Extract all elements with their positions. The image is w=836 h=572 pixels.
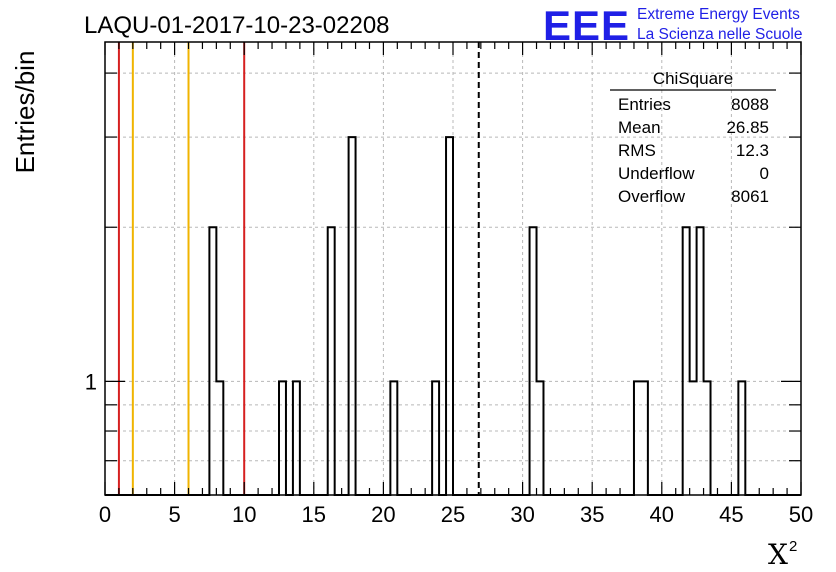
x-tick-label: 25 bbox=[441, 502, 465, 527]
histogram-bin bbox=[697, 227, 704, 495]
histogram-bin bbox=[216, 381, 223, 495]
reference-lines bbox=[117, 42, 480, 495]
x-axis-label-superscript: 2 bbox=[789, 538, 797, 555]
x-tick-labels: 0 5 10 15 20 25 30 35 40 45 50 bbox=[99, 502, 813, 527]
stats-row-value: 8061 bbox=[731, 187, 769, 206]
histogram-bin bbox=[537, 381, 544, 495]
stats-row-label: RMS bbox=[618, 141, 656, 160]
stats-row-value: 26.85 bbox=[726, 118, 769, 137]
x-tick-label: 5 bbox=[168, 502, 180, 527]
histogram-bin bbox=[349, 137, 356, 495]
x-tick-label: 45 bbox=[719, 502, 743, 527]
chart-title: LAQU-01-2017-10-23-02208 bbox=[84, 12, 390, 39]
histogram-bin bbox=[634, 381, 641, 495]
stats-box-title: ChiSquare bbox=[653, 69, 733, 88]
histogram-bin bbox=[293, 381, 300, 495]
x-tick-label: 50 bbox=[789, 502, 813, 527]
x-axis-label: X bbox=[768, 538, 788, 571]
histogram-bin bbox=[390, 381, 397, 495]
logo-line-2: La Scienza nelle Scuole bbox=[637, 26, 802, 43]
x-tick-label: 40 bbox=[650, 502, 674, 527]
stats-rows: Entries 8088 Mean 26.85 RMS 12.3 Underflow 0 Ove… bbox=[618, 95, 769, 206]
x-tick-label: 10 bbox=[232, 502, 256, 527]
stats-row-label: Underflow bbox=[618, 164, 695, 183]
histogram-bin bbox=[432, 381, 439, 495]
stats-row-value: 8088 bbox=[731, 95, 769, 114]
logo-line-1: Extreme Energy Events bbox=[637, 6, 800, 23]
histogram-bin bbox=[683, 227, 690, 495]
x-tick-label: 0 bbox=[99, 502, 111, 527]
stats-row-value: 12.3 bbox=[736, 141, 769, 160]
stats-row-label: Overflow bbox=[618, 187, 686, 206]
stats-row-label: Entries bbox=[618, 95, 671, 114]
histogram-outline bbox=[105, 136, 801, 496]
histogram-bin bbox=[328, 227, 335, 495]
stats-row-label: Mean bbox=[618, 118, 661, 137]
x-tick-label: 20 bbox=[371, 502, 395, 527]
stats-row-value: 0 bbox=[760, 164, 769, 183]
histogram-bin bbox=[279, 381, 286, 495]
x-tick-label: 30 bbox=[510, 502, 534, 527]
axis-ticks bbox=[104, 42, 802, 496]
y-tick-label: 1 bbox=[85, 369, 97, 394]
histogram-bin bbox=[704, 381, 711, 495]
y-tick-labels: 1 bbox=[85, 369, 97, 394]
histogram-bin bbox=[530, 227, 537, 495]
histogram-bin bbox=[738, 381, 745, 495]
stats-box: ChiSquare Entries 8088 Mean 26.85 RMS 12.3 Und… bbox=[610, 69, 776, 206]
x-tick-label: 15 bbox=[302, 502, 326, 527]
histogram-bin bbox=[446, 137, 453, 495]
y-axis-label: Entries/bin bbox=[10, 51, 40, 174]
histogram-bin bbox=[209, 227, 216, 495]
histogram-bin bbox=[690, 381, 697, 495]
x-tick-label: 35 bbox=[580, 502, 604, 527]
histogram-bin bbox=[641, 381, 648, 495]
eee-logo-mark: EEE bbox=[543, 2, 630, 49]
